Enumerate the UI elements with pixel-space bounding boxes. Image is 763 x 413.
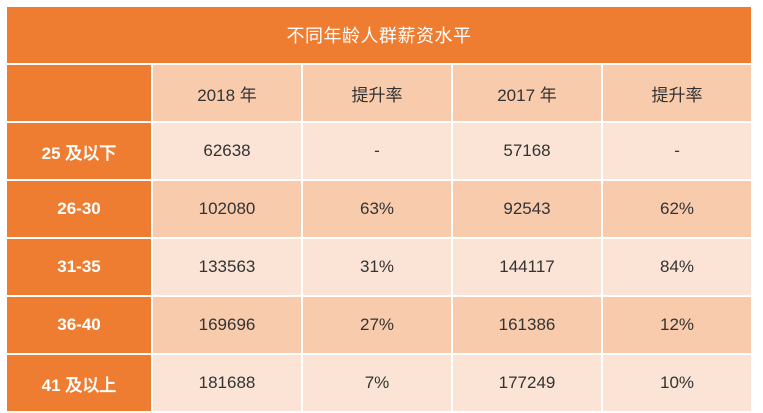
cell-growth-2017: - <box>600 121 754 181</box>
row-label: 25 及以下 <box>5 121 153 181</box>
header-growth-2017: 提升率 <box>600 63 754 123</box>
cell-salary-2018: 181688 <box>151 353 303 413</box>
cell-growth-2017: 10% <box>600 353 754 413</box>
cell-salary-2017: 161386 <box>451 295 603 355</box>
table-row: 26-30 102080 63% 92543 62% <box>5 179 754 239</box>
cell-salary-2017: 177249 <box>451 353 603 413</box>
cell-salary-2018: 133563 <box>151 237 303 297</box>
salary-table-container: 不同年龄人群薪资水平 2018 年 提升率 2017 年 提升率 25 及以下 … <box>4 5 754 413</box>
header-growth-2018: 提升率 <box>301 63 453 123</box>
row-label: 26-30 <box>5 179 153 239</box>
table-row: 31-35 133563 31% 144117 84% <box>5 237 754 297</box>
table-row: 25 及以下 62638 - 57168 - <box>5 121 754 181</box>
table-header-row: 2018 年 提升率 2017 年 提升率 <box>5 63 754 123</box>
row-label: 41 及以上 <box>5 353 153 413</box>
cell-salary-2018: 62638 <box>151 121 303 181</box>
cell-growth-2017: 62% <box>600 179 754 239</box>
cell-salary-2017: 92543 <box>451 179 603 239</box>
cell-growth-2018: - <box>301 121 453 181</box>
table-title-row: 不同年龄人群薪资水平 <box>4 5 754 65</box>
cell-salary-2018: 169696 <box>151 295 303 355</box>
table-row: 36-40 169696 27% 161386 12% <box>5 295 754 355</box>
row-label: 36-40 <box>5 295 153 355</box>
cell-growth-2017: 12% <box>600 295 754 355</box>
cell-growth-2017: 84% <box>600 237 754 297</box>
table-row: 41 及以上 181688 7% 177249 10% <box>5 353 754 413</box>
cell-salary-2017: 144117 <box>451 237 603 297</box>
header-2018: 2018 年 <box>151 63 303 123</box>
cell-growth-2018: 63% <box>301 179 453 239</box>
header-corner-cell <box>5 63 153 123</box>
cell-growth-2018: 7% <box>301 353 453 413</box>
row-label: 31-35 <box>5 237 153 297</box>
table-title: 不同年龄人群薪资水平 <box>4 5 754 65</box>
salary-by-age-table: 不同年龄人群薪资水平 2018 年 提升率 2017 年 提升率 25 及以下 … <box>4 5 754 413</box>
cell-growth-2018: 27% <box>301 295 453 355</box>
cell-salary-2018: 102080 <box>151 179 303 239</box>
cell-growth-2018: 31% <box>301 237 453 297</box>
cell-salary-2017: 57168 <box>451 121 603 181</box>
header-2017: 2017 年 <box>451 63 603 123</box>
